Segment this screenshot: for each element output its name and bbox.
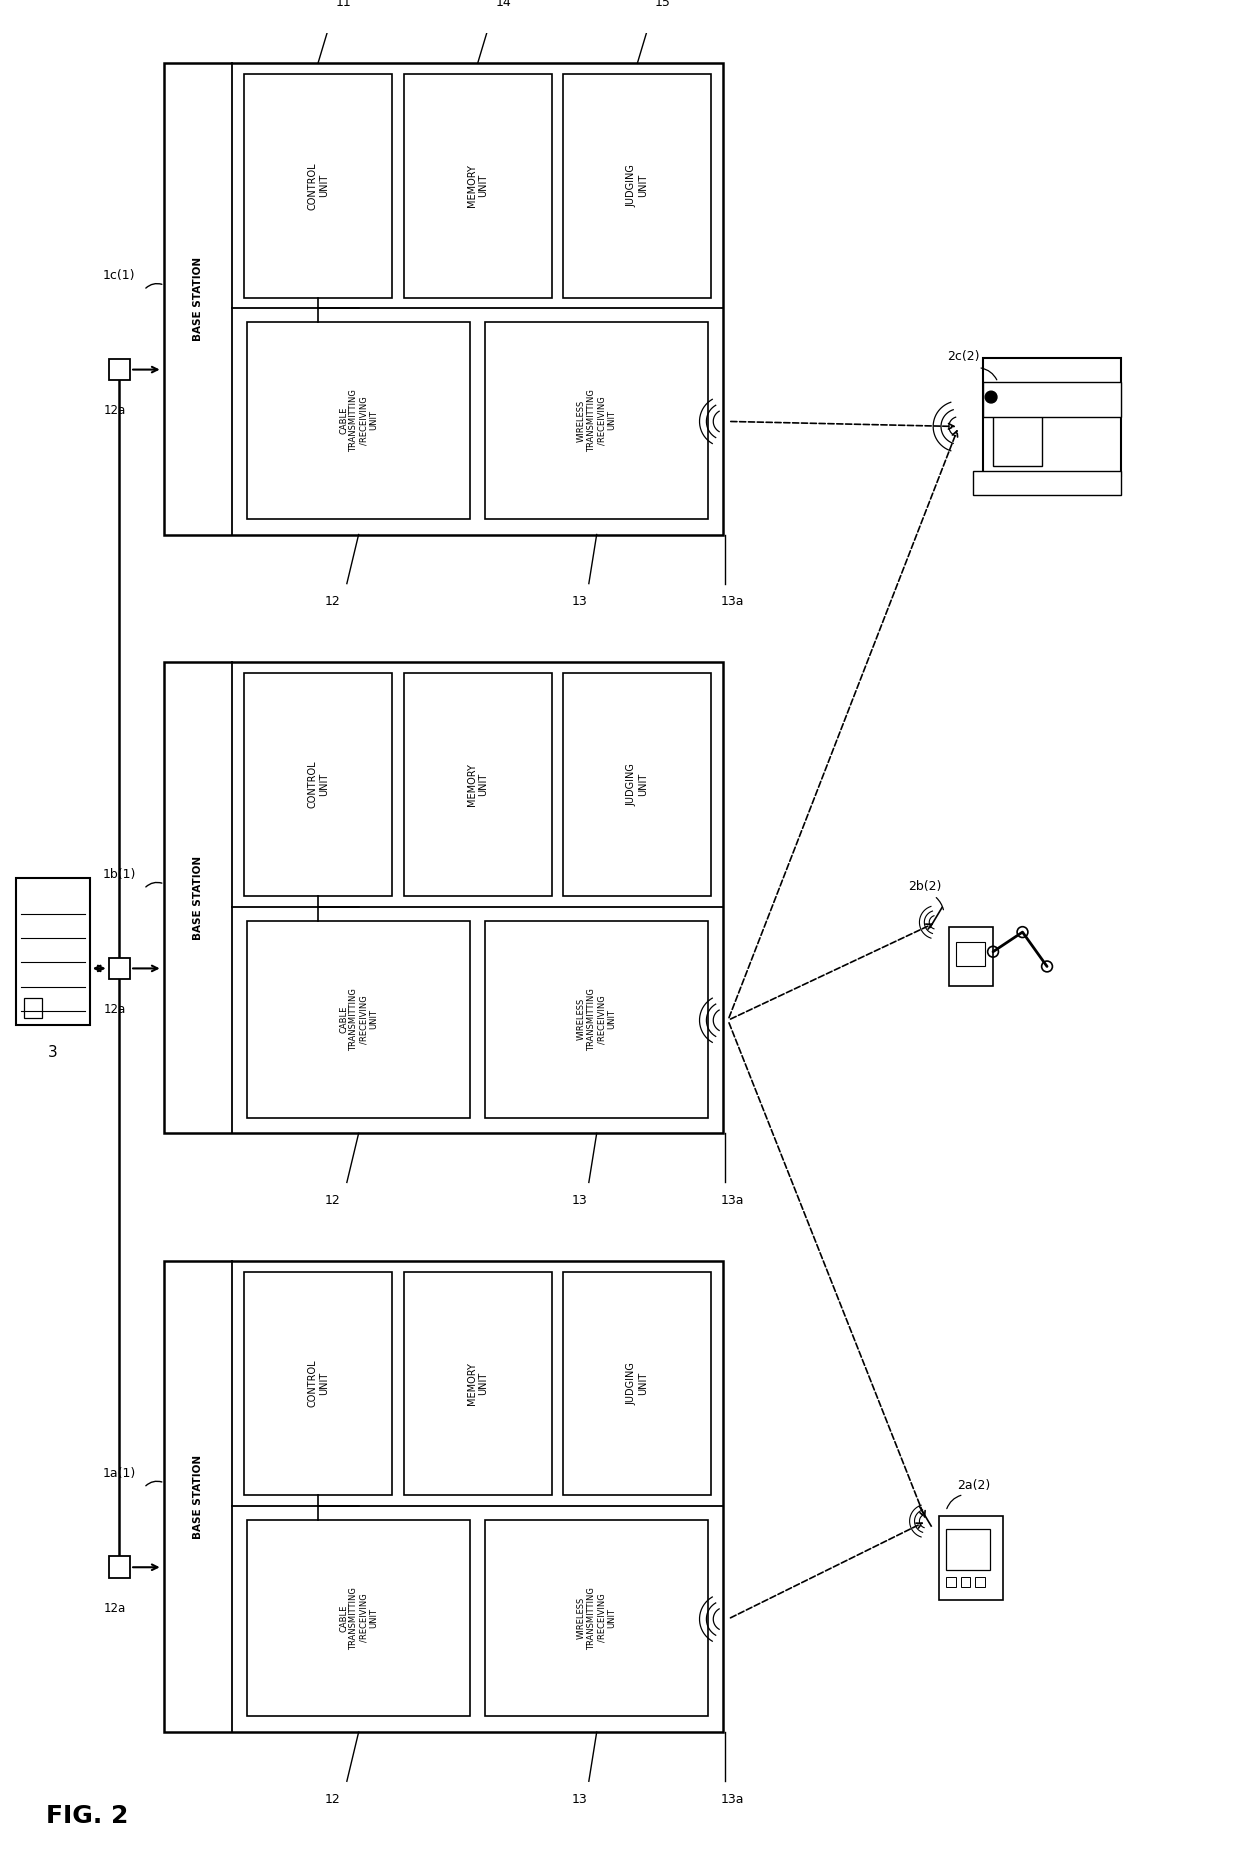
Bar [946,1577,956,1587]
Text: MEMORY
UNIT: MEMORY UNIT [466,165,489,208]
Bar [961,1577,971,1587]
Text: 2a(2): 2a(2) [957,1478,990,1491]
Bar [993,387,1042,466]
Bar [247,1519,470,1716]
Bar [485,322,708,518]
Text: 2c(2): 2c(2) [947,350,980,363]
Bar [247,921,470,1117]
Bar [109,359,130,380]
Bar [983,382,1121,417]
Bar [16,877,89,1025]
Bar [563,1272,712,1495]
Text: CABLE
TRANSMITTING
/RECEIVING
UNIT: CABLE TRANSMITTING /RECEIVING UNIT [339,988,378,1052]
Circle shape [986,391,997,402]
Text: BASE STATION: BASE STATION [193,1454,203,1538]
Text: JUDGING
UNIT: JUDGING UNIT [626,165,649,208]
Text: WIRELESS
TRANSMITTING
/RECEIVING
UNIT: WIRELESS TRANSMITTING /RECEIVING UNIT [577,1587,616,1650]
Text: JUDGING
UNIT: JUDGING UNIT [626,763,649,806]
Text: WIRELESS
TRANSMITTING
/RECEIVING
UNIT: WIRELESS TRANSMITTING /RECEIVING UNIT [577,389,616,453]
Bar [164,1261,723,1733]
Text: 12: 12 [325,1194,340,1207]
Text: 13: 13 [572,1194,588,1207]
Text: 13a: 13a [722,1194,744,1207]
Text: FIG. 2: FIG. 2 [46,1804,128,1828]
Text: CONTROL
UNIT: CONTROL UNIT [308,761,329,808]
Text: WIRELESS
TRANSMITTING
/RECEIVING
UNIT: WIRELESS TRANSMITTING /RECEIVING UNIT [577,988,616,1052]
Bar [976,1577,986,1587]
Bar [949,928,993,986]
Text: 11: 11 [336,0,351,9]
Bar [404,1272,552,1495]
Bar [244,674,392,896]
Text: 13a: 13a [722,1792,744,1806]
Text: 2b(2): 2b(2) [908,879,941,892]
Text: 3: 3 [48,1046,58,1061]
Text: 13a: 13a [722,595,744,608]
Bar [109,958,130,979]
Bar [247,322,470,518]
Bar [109,1557,130,1577]
Text: CABLE
TRANSMITTING
/RECEIVING
UNIT: CABLE TRANSMITTING /RECEIVING UNIT [339,1587,378,1650]
Bar [983,357,1121,475]
Text: 1a(1): 1a(1) [103,1467,136,1480]
Bar [24,997,42,1018]
Bar [973,471,1121,496]
Text: 14: 14 [495,0,511,9]
Bar [563,674,712,896]
Text: 15: 15 [655,0,671,9]
Text: 13: 13 [572,595,588,608]
Bar [244,1272,392,1495]
Text: BASE STATION: BASE STATION [193,855,203,939]
Text: JUDGING
UNIT: JUDGING UNIT [626,1362,649,1405]
Bar [946,1529,990,1570]
Text: BASE STATION: BASE STATION [193,256,203,341]
Bar [485,1519,708,1716]
Text: 13: 13 [572,1792,588,1806]
Bar [956,941,986,967]
Bar [164,662,723,1134]
Text: 12: 12 [325,595,340,608]
Bar [939,1516,1003,1600]
Text: 12a: 12a [103,1602,125,1615]
Text: CONTROL
UNIT: CONTROL UNIT [308,163,329,210]
Bar [404,674,552,896]
Text: 12a: 12a [103,1003,125,1016]
Bar [485,921,708,1117]
Text: CABLE
TRANSMITTING
/RECEIVING
UNIT: CABLE TRANSMITTING /RECEIVING UNIT [339,389,378,453]
Text: MEMORY
UNIT: MEMORY UNIT [466,1362,489,1405]
Text: CONTROL
UNIT: CONTROL UNIT [308,1360,329,1407]
Text: 12a: 12a [103,404,125,417]
Bar [563,75,712,297]
Text: 1b(1): 1b(1) [103,868,136,881]
Bar [244,75,392,297]
Text: 1c(1): 1c(1) [103,269,135,283]
Text: 12: 12 [325,1792,340,1806]
Bar [164,64,723,535]
Bar [404,75,552,297]
Text: MEMORY
UNIT: MEMORY UNIT [466,763,489,806]
